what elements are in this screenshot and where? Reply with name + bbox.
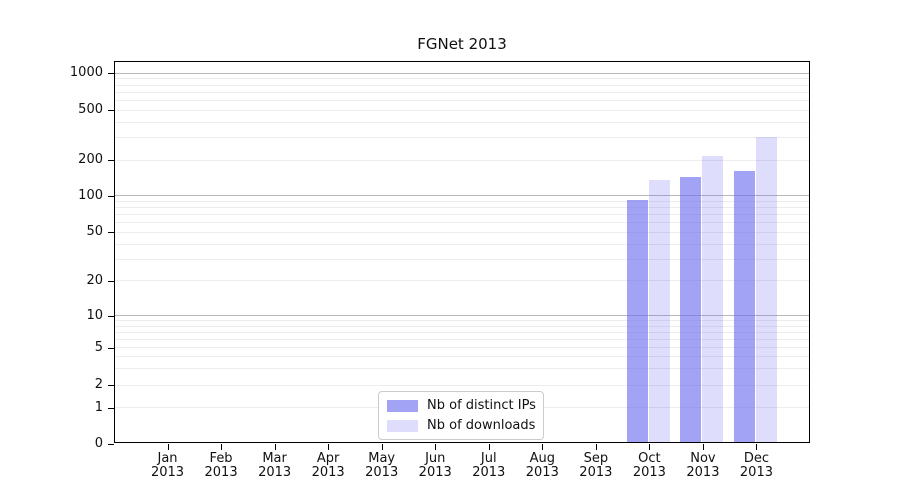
x-tick-sep <box>595 444 597 450</box>
x-tick-may <box>381 444 383 450</box>
bar-downloads-oct <box>648 179 670 444</box>
gridline-y-60 <box>114 222 810 224</box>
x-tick-mar <box>274 444 276 450</box>
y-tick-label-50: 50 <box>86 224 103 240</box>
x-tick-label-aug: Aug 2013 <box>525 451 559 480</box>
y-tick-label-200: 200 <box>78 152 103 167</box>
gridline-y-20 <box>114 280 810 282</box>
y-tick-label-2: 2 <box>94 377 103 392</box>
legend-swatch-distinct-ips <box>387 399 418 412</box>
gridline-y-800 <box>114 84 810 86</box>
x-tick-label-jan: Jan 2013 <box>150 451 185 480</box>
gridline-y-2 <box>114 384 810 386</box>
y-tick-label-1000: 1000 <box>69 65 103 81</box>
legend-item-downloads: Nb of downloads <box>387 418 535 433</box>
gridline-y-100 <box>114 195 810 197</box>
y-tick-5 <box>108 347 114 349</box>
legend-swatch-downloads <box>387 419 418 432</box>
gridline-y-6 <box>114 338 810 340</box>
y-tick-50 <box>108 232 114 234</box>
x-tick-label-jun: Jun 2013 <box>418 451 452 480</box>
x-tick-label-jul: Jul 2013 <box>472 451 506 480</box>
y-tick-label-10: 10 <box>86 307 103 323</box>
gridline-y-8 <box>114 325 810 327</box>
y-tick-label-20: 20 <box>86 272 103 288</box>
x-tick-label-apr: Apr 2013 <box>311 451 345 480</box>
x-tick-label-mar: Mar 2013 <box>258 451 292 480</box>
gridline-y-80 <box>114 206 810 208</box>
x-tick-label-feb: Feb 2013 <box>204 451 238 480</box>
y-tick-100 <box>108 195 114 197</box>
gridline-y-300 <box>114 137 810 139</box>
gridline-y-1000 <box>114 72 810 74</box>
x-tick-label-sep: Sep 2013 <box>579 451 613 480</box>
x-tick-dec <box>756 444 758 450</box>
x-tick-label-oct: Oct 2013 <box>632 451 666 480</box>
gridline-y-700 <box>114 91 810 93</box>
gridline-y-70 <box>114 214 810 216</box>
x-tick-aug <box>542 444 544 450</box>
x-tick-jan <box>167 444 169 450</box>
chart-title: FGNet 2013 <box>417 35 507 53</box>
gridline-y-10 <box>114 315 810 317</box>
y-tick-label-100: 100 <box>78 187 103 203</box>
x-tick-oct <box>649 444 651 450</box>
x-tick-apr <box>328 444 330 450</box>
x-tick-jul <box>488 444 490 450</box>
bar-distinct-ips-oct <box>626 199 648 444</box>
y-tick-1 <box>108 407 114 409</box>
bar-downloads-dec <box>755 137 777 444</box>
gridline-y-4 <box>114 356 810 358</box>
gridline-y-30 <box>114 258 810 260</box>
x-tick-label-nov: Nov 2013 <box>686 451 720 480</box>
y-tick-200 <box>108 160 114 161</box>
legend: Nb of distinct IPs Nb of downloads <box>378 391 544 440</box>
gridline-y-200 <box>114 159 810 161</box>
gridline-y-3 <box>114 367 810 369</box>
x-tick-feb <box>221 444 223 450</box>
legend-item-distinct-ips: Nb of distinct IPs <box>387 398 536 413</box>
bar-downloads-nov <box>702 155 724 444</box>
y-tick-1000 <box>108 73 114 75</box>
gridline-y-9 <box>114 320 810 322</box>
bar-distinct-ips-dec <box>733 171 755 444</box>
gridline-y-400 <box>114 121 810 123</box>
bar-distinct-ips-nov <box>680 176 702 444</box>
y-tick-20 <box>108 280 114 282</box>
gridline-y-600 <box>114 99 810 101</box>
x-tick-label-dec: Dec 2013 <box>739 451 773 480</box>
y-tick-500 <box>108 110 114 112</box>
gridline-y-500 <box>114 109 810 111</box>
gridline-y-5 <box>114 347 810 349</box>
legend-label-downloads: Nb of downloads <box>427 418 536 433</box>
y-tick-2 <box>108 385 114 386</box>
gridline-y-50 <box>114 231 810 233</box>
gridline-y-900 <box>114 78 810 80</box>
y-tick-label-0: 0 <box>94 435 103 451</box>
x-tick-jun <box>435 444 437 450</box>
gridline-y-40 <box>114 243 810 245</box>
gridline-y-90 <box>114 200 810 202</box>
gridline-y-7 <box>114 331 810 333</box>
y-tick-10 <box>108 315 114 317</box>
y-tick-label-500: 500 <box>78 102 103 118</box>
y-tick-0 <box>108 443 114 445</box>
y-tick-label-5: 5 <box>94 339 103 355</box>
y-tick-label-1: 1 <box>94 399 103 415</box>
x-tick-nov <box>702 444 704 450</box>
x-tick-label-may: May 2013 <box>365 451 399 480</box>
legend-label-distinct-ips: Nb of distinct IPs <box>427 398 536 413</box>
